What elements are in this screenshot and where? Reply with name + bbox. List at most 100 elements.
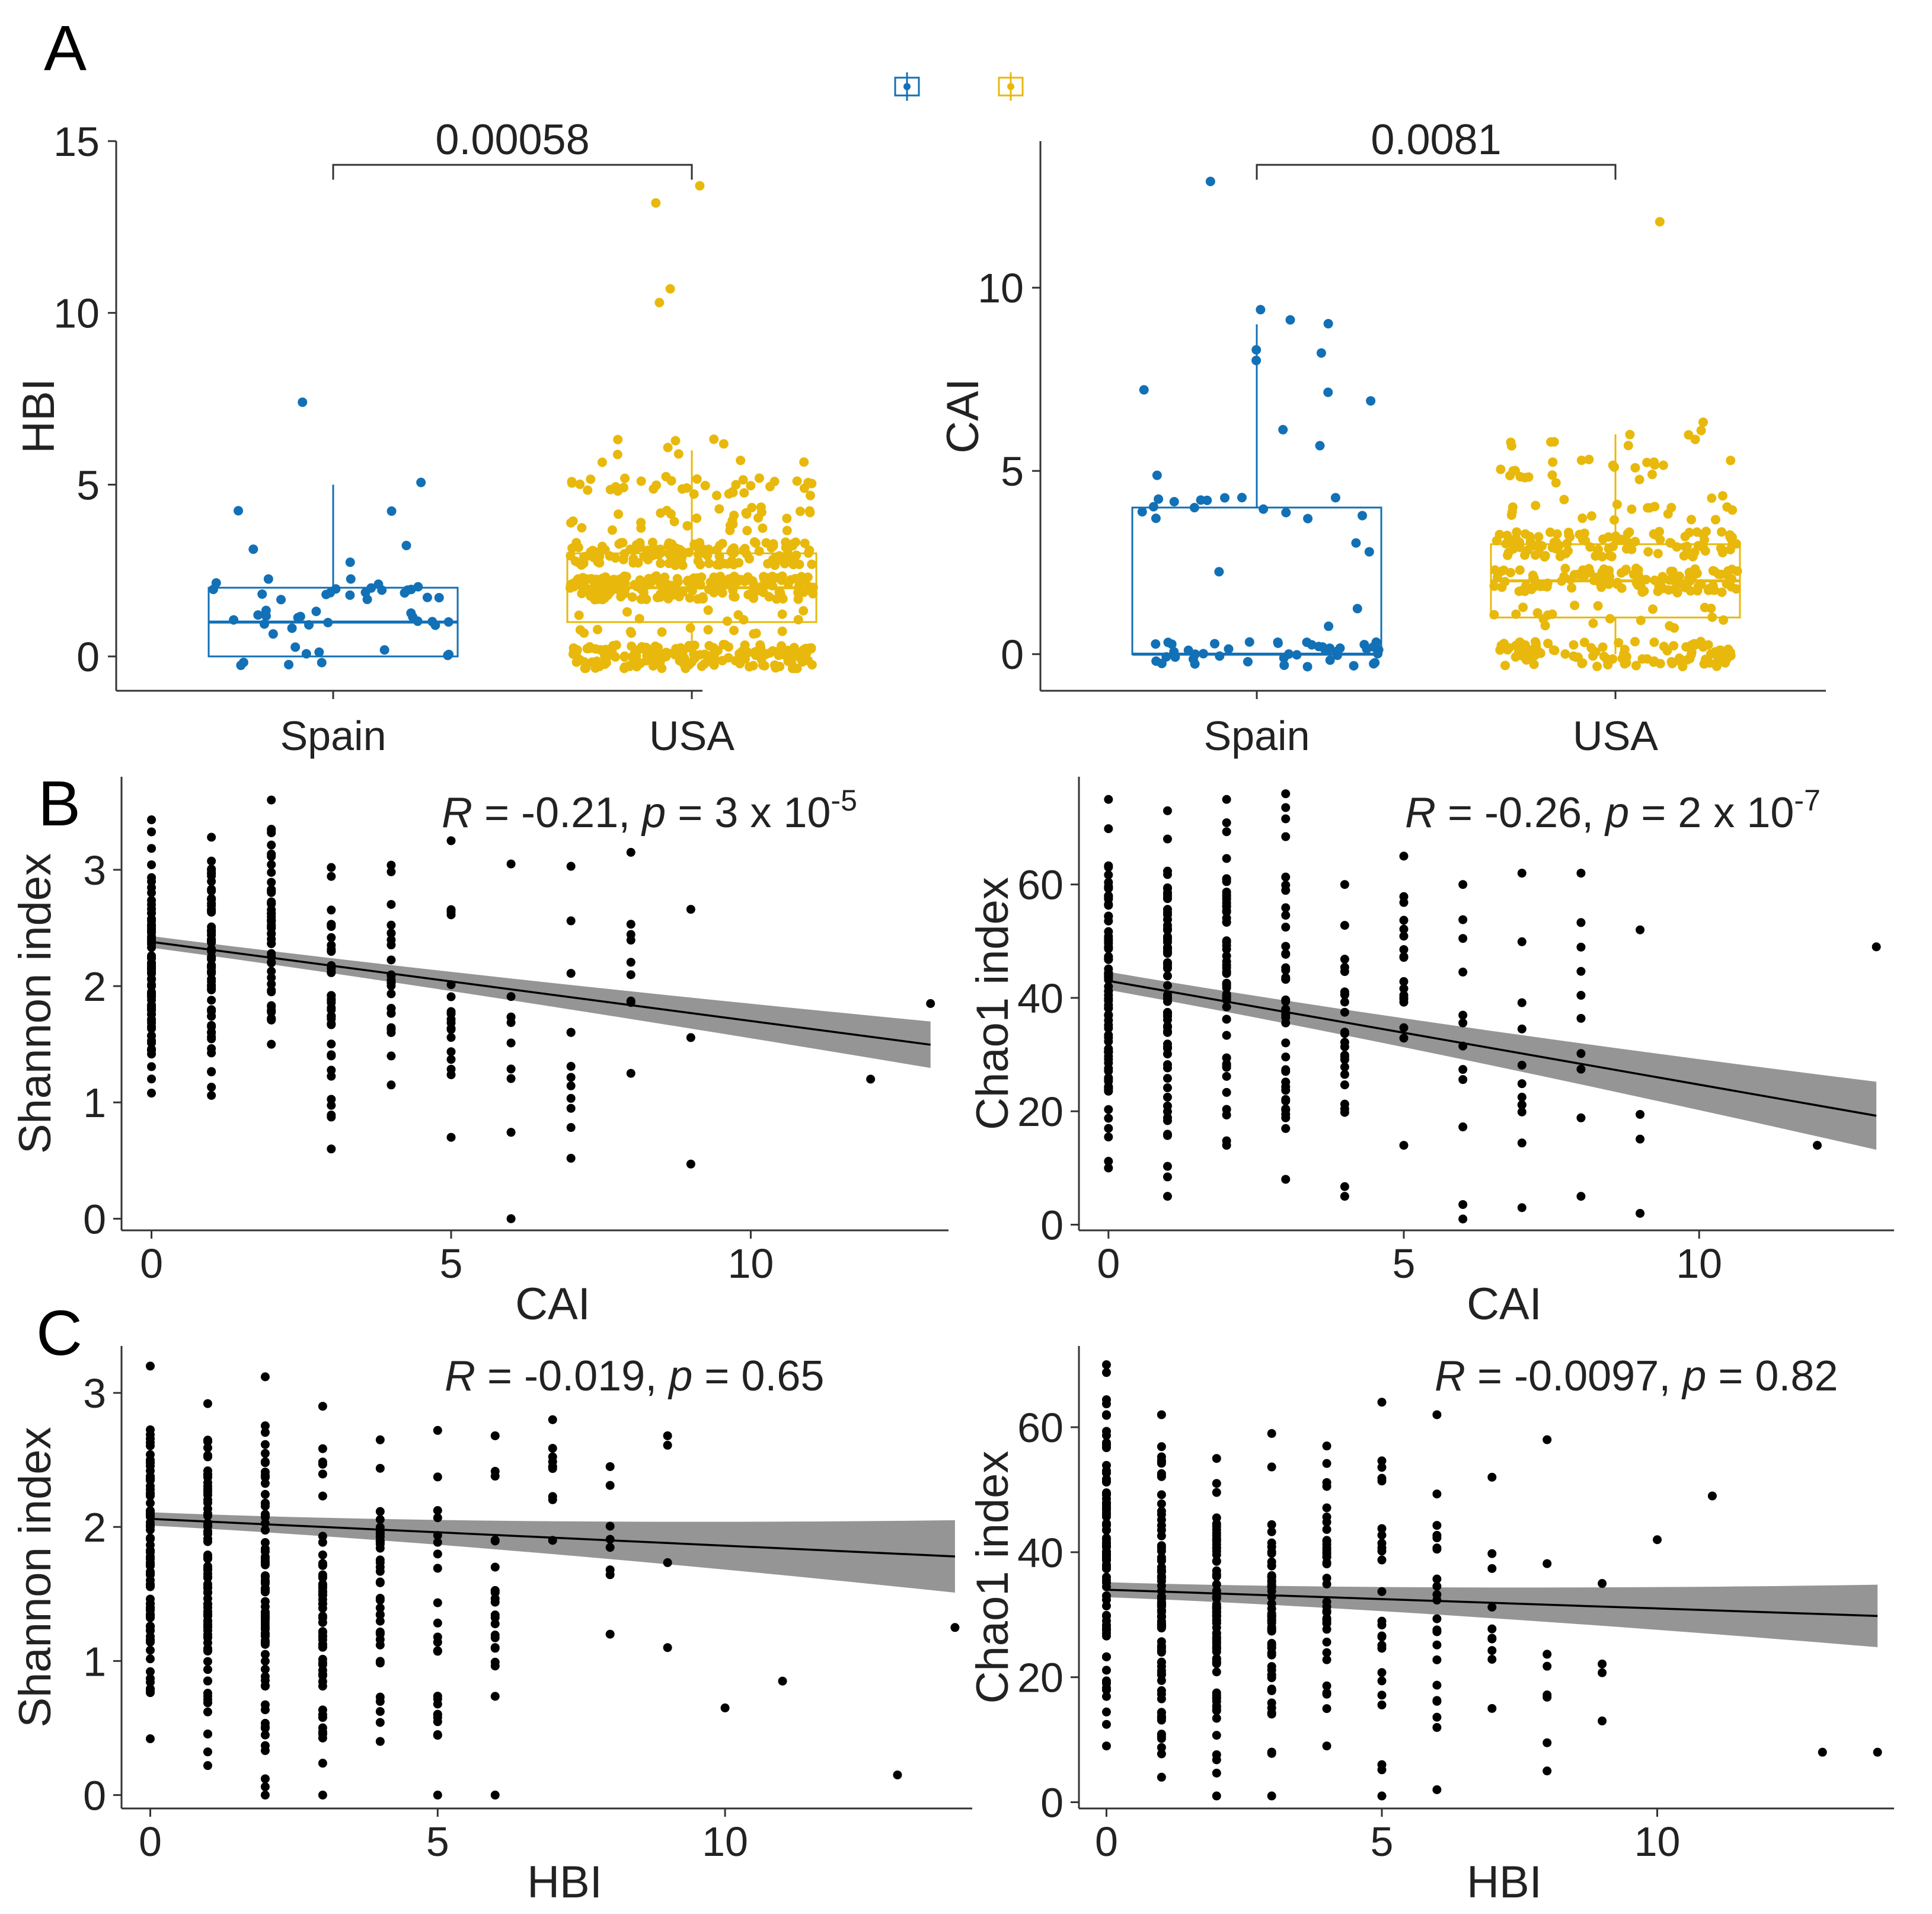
data-point: [1559, 495, 1569, 505]
data-point: [1101, 1519, 1111, 1528]
data-point: [1104, 1036, 1113, 1046]
data-point: [704, 559, 714, 569]
data-point: [1719, 615, 1729, 625]
data-point: [490, 1597, 500, 1607]
data-point: [1458, 1075, 1468, 1084]
data-point: [1598, 1579, 1607, 1588]
data-point: [605, 1521, 615, 1531]
data-point: [1517, 1092, 1527, 1102]
data-point: [1700, 535, 1710, 545]
data-point: [1322, 1689, 1331, 1699]
data-point: [1330, 493, 1340, 503]
data-point: [1812, 1141, 1822, 1150]
data-point: [672, 543, 682, 553]
data-point: [1267, 1572, 1276, 1582]
data-point: [1872, 942, 1881, 952]
data-point: [1521, 655, 1531, 665]
data-point: [433, 1790, 442, 1800]
data-point: [648, 661, 658, 671]
data-point: [1101, 1692, 1111, 1701]
annotation-r-label: R: [1435, 1352, 1465, 1400]
data-point: [718, 439, 729, 449]
data-point: [1631, 661, 1641, 671]
data-point: [1518, 602, 1528, 613]
data-point: [290, 642, 301, 652]
data-point: [203, 1451, 212, 1460]
data-point: [1487, 1646, 1497, 1655]
data-point: [506, 992, 516, 1001]
data-point: [714, 504, 724, 514]
data-point: [1373, 649, 1383, 659]
data-point: [203, 1511, 212, 1520]
data-point: [260, 1657, 270, 1666]
data-point: [506, 1012, 516, 1022]
data-point: [799, 483, 809, 493]
y-axis-title: HBI: [14, 378, 64, 454]
data-point: [782, 513, 792, 524]
data-point: [446, 1047, 456, 1057]
data-point: [1281, 832, 1291, 841]
correlation-annotation: R = -0.019, p = 0.65: [445, 1352, 824, 1400]
data-point: [1267, 1527, 1276, 1536]
data-point: [1104, 1031, 1113, 1040]
data-point: [697, 572, 707, 582]
data-point: [741, 508, 751, 518]
data-point: [697, 594, 707, 604]
data-point: [1591, 551, 1601, 561]
data-point: [1634, 474, 1644, 484]
data-point: [1163, 1060, 1172, 1069]
data-point: [1157, 1459, 1166, 1468]
data-point: [614, 509, 624, 519]
data-point: [318, 1733, 327, 1743]
data-point: [387, 1051, 396, 1061]
data-point: [207, 866, 216, 875]
data-point: [799, 606, 809, 616]
data-point: [268, 629, 278, 639]
data-point: [1320, 645, 1330, 655]
data-point: [1157, 1749, 1166, 1759]
data-point: [1458, 967, 1468, 977]
data-point: [345, 557, 355, 567]
data-point: [1543, 1435, 1552, 1444]
data-point: [207, 1012, 216, 1021]
data-point: [1732, 566, 1742, 576]
data-point: [145, 1498, 155, 1508]
data-point: [375, 1515, 385, 1524]
data-point: [147, 1018, 157, 1028]
data-point: [1557, 576, 1567, 586]
data-point: [207, 1034, 216, 1044]
data-point: [145, 1540, 155, 1550]
data-point: [1432, 1545, 1442, 1554]
annotation-r-text: = -0.019,: [475, 1352, 669, 1400]
annotation-r-text: = -0.0097,: [1465, 1352, 1682, 1400]
data-point: [1278, 425, 1288, 435]
data-point: [1322, 1607, 1331, 1617]
data-point: [1577, 658, 1588, 668]
data-point: [1222, 1087, 1231, 1097]
data-point: [434, 592, 444, 602]
data-point: [1487, 1549, 1497, 1558]
data-point: [1698, 417, 1708, 428]
data-point: [1104, 1023, 1113, 1033]
data-point: [1649, 657, 1659, 667]
y-tick-label: 0: [1040, 1779, 1064, 1826]
data-point: [1687, 515, 1697, 525]
data-point: [746, 481, 756, 491]
data-point: [581, 551, 591, 562]
data-point: [1377, 1473, 1387, 1483]
data-point: [1377, 1463, 1387, 1472]
data-point: [686, 1033, 695, 1042]
data-point: [433, 1549, 442, 1559]
data-point: [375, 1718, 385, 1727]
data-point: [1209, 639, 1219, 649]
y-tick-label: 10: [978, 265, 1024, 311]
data-point: [267, 1039, 276, 1049]
data-point: [433, 1713, 442, 1722]
data-point: [1371, 637, 1381, 647]
data-point: [1543, 639, 1553, 649]
data-point: [1222, 1071, 1231, 1081]
data-point: [147, 904, 157, 914]
annotation-p-label: p: [668, 1352, 692, 1400]
data-point: [1101, 1554, 1111, 1564]
data-point: [387, 975, 396, 985]
